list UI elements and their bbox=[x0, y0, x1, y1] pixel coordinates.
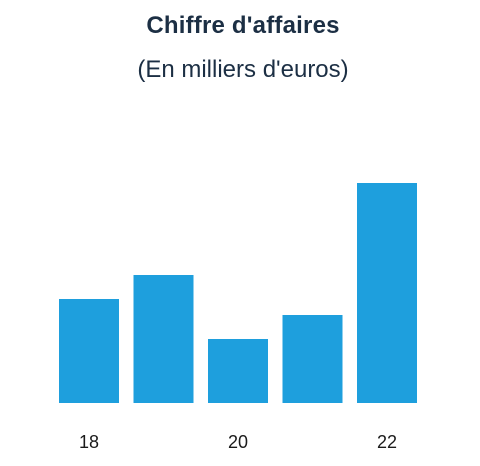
chart-title: Chiffre d'affaires bbox=[146, 12, 340, 39]
bar-19 bbox=[133, 275, 194, 403]
bars-group bbox=[59, 183, 417, 403]
bar-18 bbox=[59, 299, 119, 403]
x-tick-label-22: 22 bbox=[377, 432, 397, 452]
x-tick-label-20: 20 bbox=[228, 432, 248, 452]
bar-20 bbox=[208, 339, 268, 403]
tick-labels-group: 18 20 22 bbox=[79, 432, 397, 452]
chart-subtitle: (En milliers d'euros) bbox=[137, 56, 349, 83]
bar-21 bbox=[282, 315, 343, 403]
x-tick-label-18: 18 bbox=[79, 432, 99, 452]
bar-22 bbox=[357, 183, 417, 403]
